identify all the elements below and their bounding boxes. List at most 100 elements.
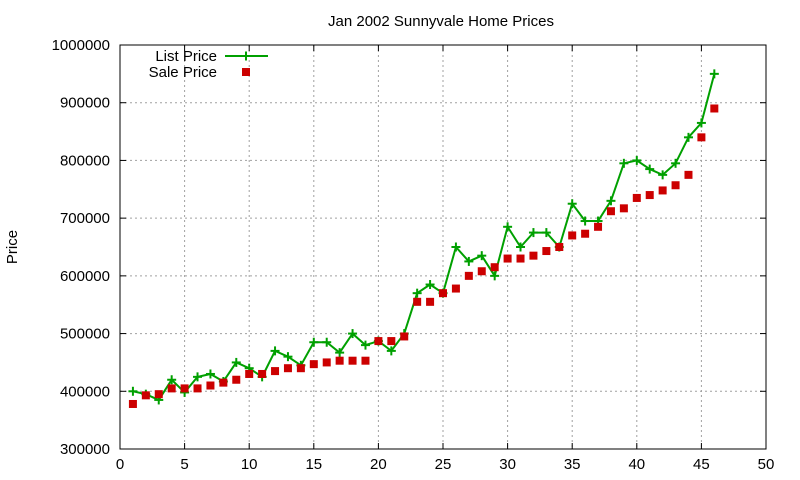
- sale-price-point: [619, 204, 628, 213]
- sale-price-point: [296, 364, 305, 373]
- list-price-point: [167, 375, 177, 385]
- list-price-point: [541, 228, 551, 238]
- list-price-point: [283, 352, 293, 362]
- sale-price-point: [697, 133, 706, 142]
- sale-price-point: [232, 375, 241, 384]
- sale-price-point: [413, 297, 422, 306]
- y-tick-label: 400000: [60, 383, 110, 400]
- sale-price-point: [684, 170, 693, 179]
- list-price-point: [451, 242, 461, 252]
- sale-price-point: [361, 356, 370, 365]
- sale-price-point: [503, 254, 512, 263]
- list-price-point: [309, 337, 319, 347]
- sale-price-point: [645, 191, 654, 200]
- sale-price-point: [451, 284, 460, 293]
- x-tick-label: 40: [628, 456, 645, 473]
- sale-price-point: [426, 297, 435, 306]
- list-price-point: [360, 340, 370, 350]
- x-tick-label: 45: [693, 456, 710, 473]
- list-price-point: [477, 251, 487, 261]
- legend-square-swatch: [242, 68, 250, 76]
- x-tick-label: 10: [241, 456, 258, 473]
- x-tick-labels: 0 5 10 15 20 25 30 35 40 45 50: [116, 456, 775, 473]
- sale-price-point: [258, 369, 267, 378]
- sale-price-point: [439, 289, 447, 298]
- sale-price-point: [477, 267, 486, 276]
- y-tick-labels: 300000 400000 500000 600000 700000 800000 9000…: [52, 37, 110, 458]
- series: [128, 69, 719, 408]
- series-sale-price: [128, 104, 719, 408]
- list-price-point: [645, 164, 655, 174]
- sale-price-point: [206, 381, 215, 390]
- y-tick-label: 900000: [60, 95, 110, 112]
- y-tick-label: 300000: [60, 441, 110, 458]
- list-price-point: [619, 158, 629, 168]
- sale-price-point: [529, 251, 538, 260]
- x-tick-label: 5: [180, 456, 188, 473]
- sale-price-point: [568, 231, 577, 240]
- sale-price-point: [283, 364, 292, 373]
- list-price-point: [386, 346, 396, 356]
- series-list-price: [128, 69, 719, 405]
- legend-label: List Price: [155, 48, 217, 65]
- list-price-point: [464, 256, 474, 266]
- sale-price-point: [581, 229, 590, 238]
- list-price-point: [696, 118, 706, 128]
- sale-price-point: [542, 247, 551, 256]
- sale-price-point: [606, 207, 615, 216]
- list-price-point: [205, 369, 215, 379]
- axis-ticks: [119, 44, 767, 450]
- list-price-point: [567, 199, 577, 209]
- sale-price-point: [348, 356, 357, 365]
- list-price-point: [632, 155, 642, 165]
- list-price-point: [580, 216, 590, 226]
- y-tick-label: 1000000: [52, 37, 110, 54]
- sale-price-point: [490, 263, 499, 272]
- list-price-point: [658, 170, 668, 180]
- list-price-point: [270, 346, 280, 356]
- list-price-point: [606, 196, 616, 206]
- sale-price-point: [193, 384, 202, 393]
- legend-label: Sale Price: [149, 64, 217, 81]
- sale-price-point: [245, 369, 254, 378]
- list-price-point: [709, 69, 719, 79]
- x-tick-label: 0: [116, 456, 124, 473]
- list-price-point: [412, 288, 422, 298]
- sale-price-point: [464, 271, 473, 280]
- legend-plus-swatch: [241, 51, 251, 61]
- grid-lines: [120, 45, 766, 449]
- list-price-point: [671, 158, 681, 168]
- list-price-point: [516, 242, 526, 252]
- sale-price-point: [271, 367, 280, 376]
- list-price-line: [132, 73, 716, 402]
- list-price-point: [193, 372, 203, 382]
- x-tick-label: 20: [370, 456, 387, 473]
- y-tick-label: 800000: [60, 152, 110, 169]
- list-price-point: [503, 222, 513, 232]
- sale-price-point: [658, 186, 667, 195]
- list-price-point: [683, 132, 693, 142]
- list-price-point: [348, 329, 358, 339]
- sale-price-point: [154, 390, 163, 399]
- sale-price-point: [400, 332, 409, 341]
- x-tick-label: 50: [758, 456, 775, 473]
- chart-title: Jan 2002 Sunnyvale Home Prices: [328, 13, 554, 30]
- sale-price-point: [632, 193, 641, 202]
- sale-price-point: [322, 358, 331, 367]
- list-price-point: [128, 386, 138, 396]
- list-price-point: [528, 228, 538, 238]
- y-axis-label: Price: [4, 230, 21, 264]
- sale-price-point: [335, 356, 344, 365]
- x-tick-label: 30: [499, 456, 516, 473]
- list-price-point: [335, 348, 345, 358]
- list-price-point: [490, 271, 500, 281]
- y-tick-label: 600000: [60, 268, 110, 285]
- list-price-point: [231, 357, 241, 367]
- sale-price-point: [516, 254, 525, 263]
- x-tick-label: 35: [564, 456, 581, 473]
- x-tick-label: 15: [305, 456, 322, 473]
- sale-price-point: [128, 399, 137, 408]
- sale-price-point: [555, 243, 564, 251]
